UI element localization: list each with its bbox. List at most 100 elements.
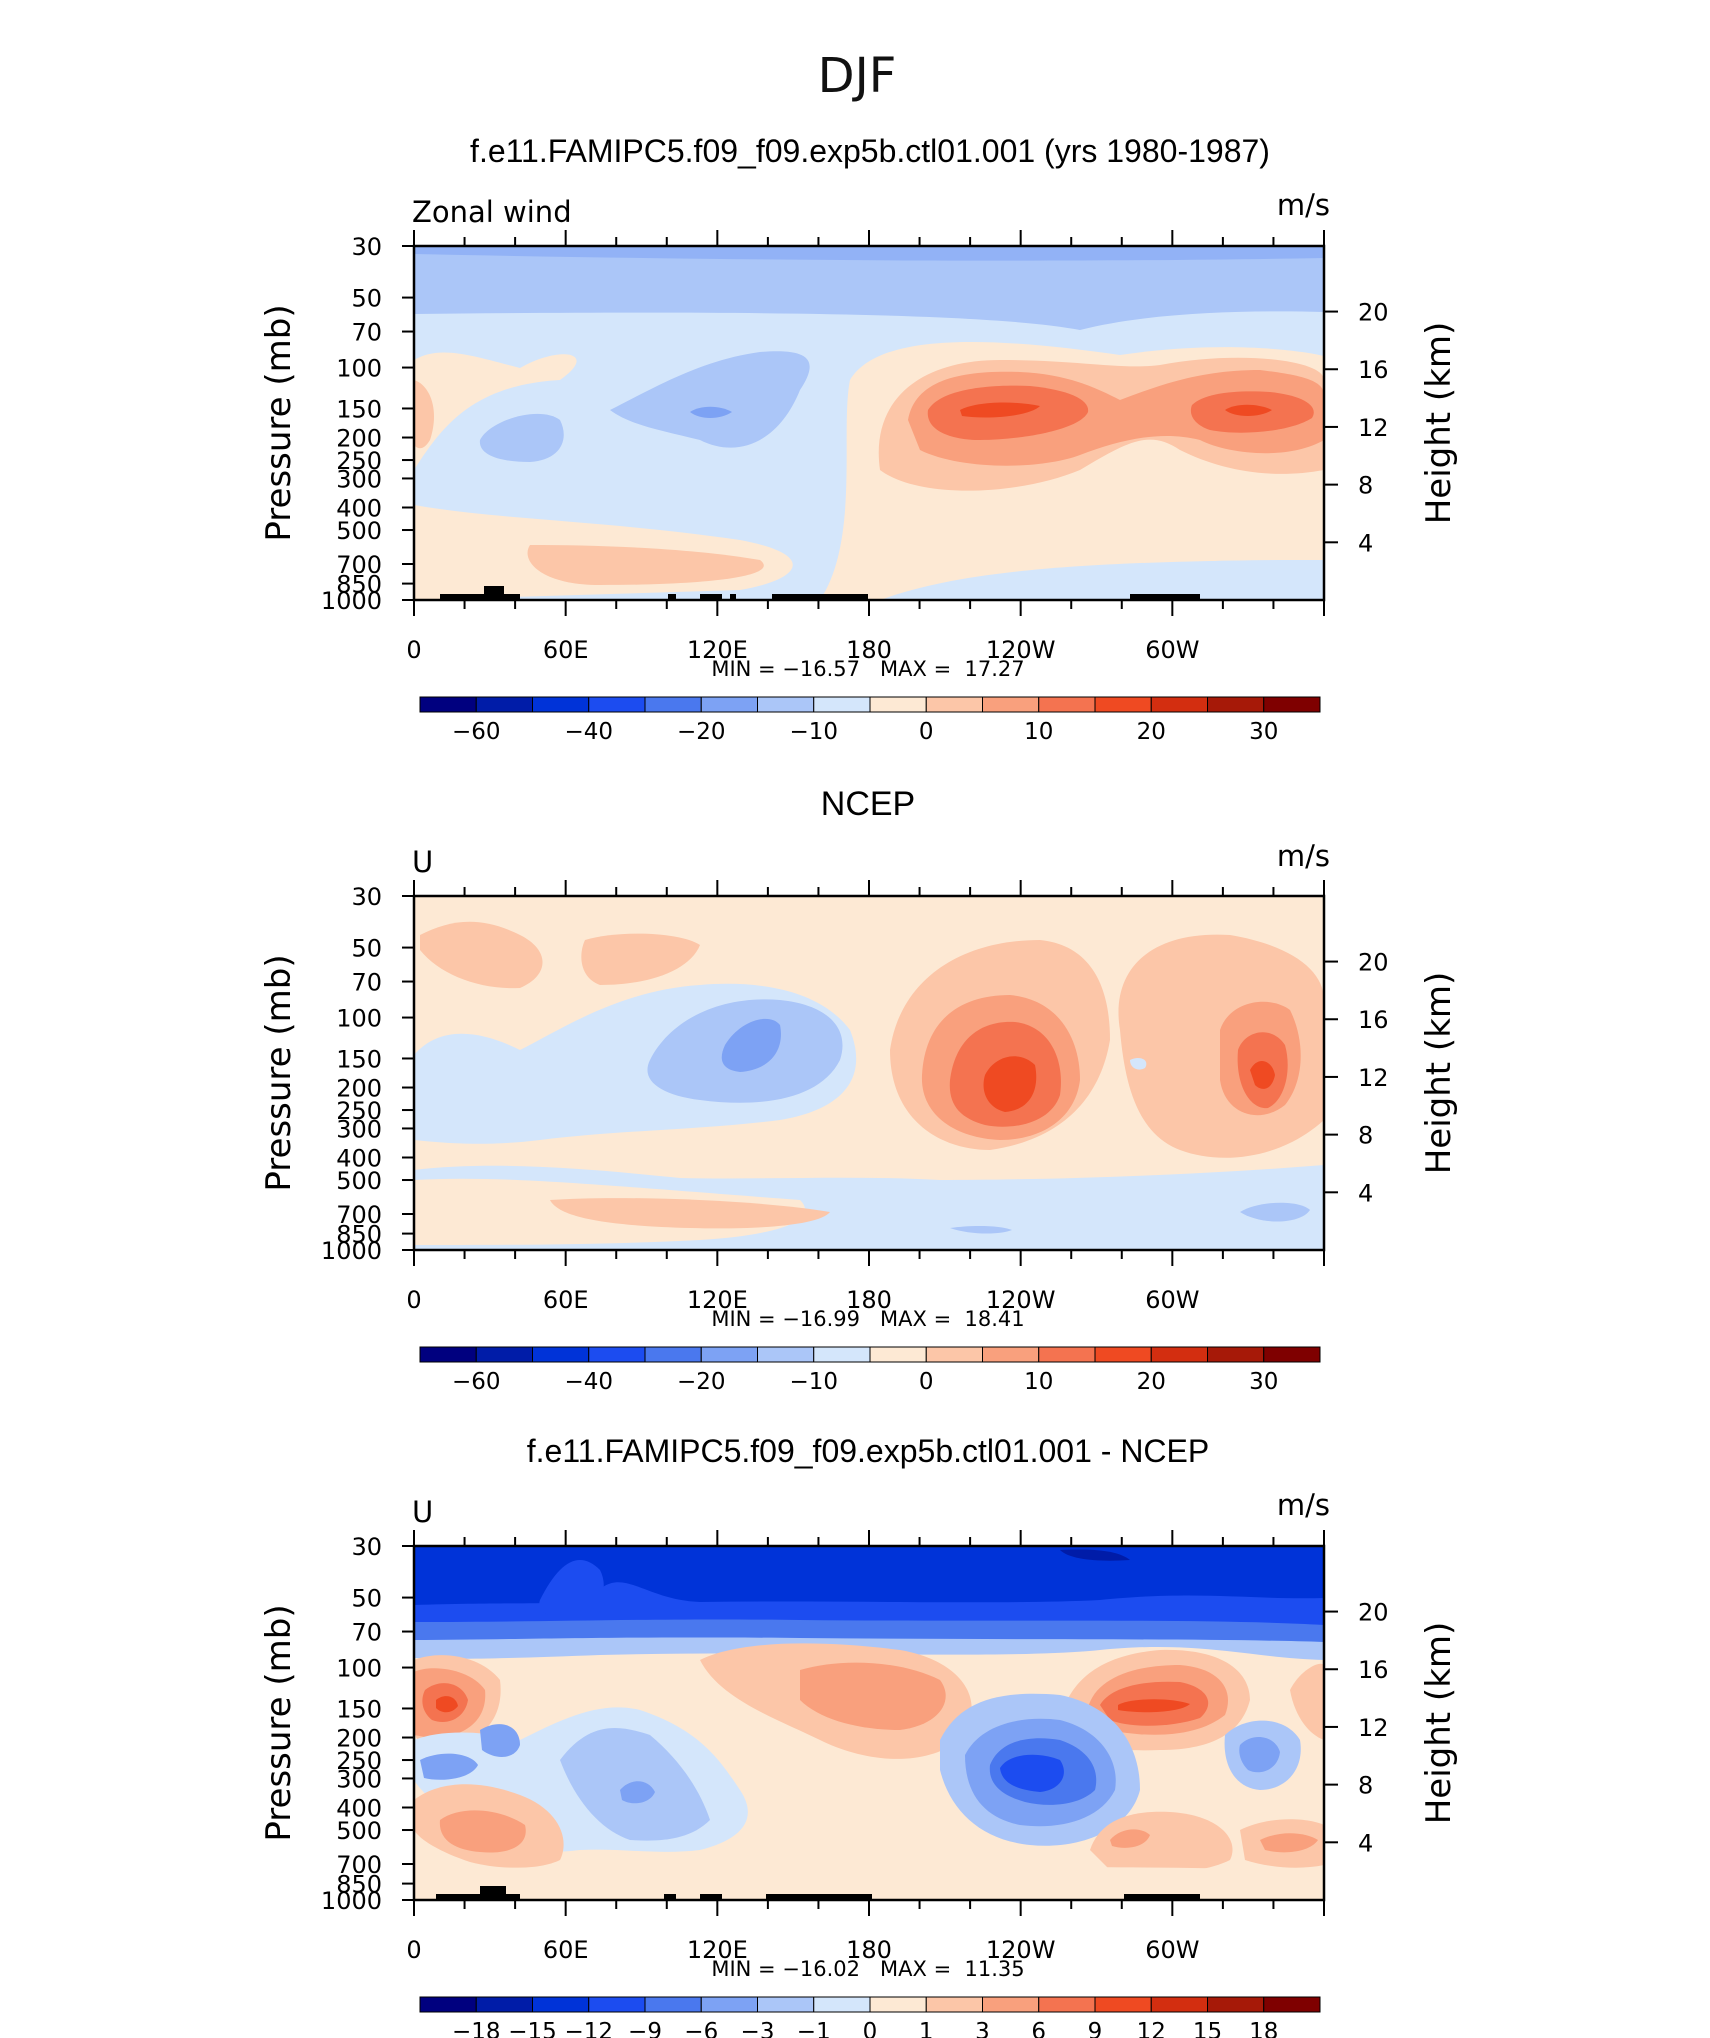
colorbar-swatch (644, 1996, 702, 2013)
colorbar-label: −60 (452, 1369, 501, 1395)
y-tick-label: 50 (351, 285, 382, 313)
colorbar-label: −10 (789, 719, 838, 745)
colorbar-swatch (588, 1346, 646, 1363)
colorbar-label: −60 (452, 719, 501, 745)
panel-left-label: Zonal wind (412, 195, 572, 229)
colorbar-label: −9 (628, 2019, 662, 2038)
colorbar-swatch (532, 696, 590, 713)
plot-area (412, 244, 1326, 602)
y-right-tick-label: 8 (1358, 1122, 1373, 1150)
colorbar-label: −40 (564, 1369, 613, 1395)
colorbar-swatch (1038, 696, 1096, 713)
colorbar-label: 9 (1088, 2019, 1103, 2038)
colorbar-label: 18 (1249, 2019, 1278, 2038)
colorbar-swatch (982, 1996, 1040, 2013)
colorbar-swatch (925, 1996, 983, 2013)
colorbar-label: −20 (677, 1369, 726, 1395)
colorbar-swatch (588, 696, 646, 713)
colorbar-swatch (925, 1346, 983, 1363)
y-tick-label: 300 (336, 1115, 382, 1143)
y-tick-label: 400 (336, 1144, 382, 1172)
y-tick-label: 30 (351, 883, 382, 911)
y-tick-label: 200 (336, 1075, 382, 1103)
figure-title: DJF (818, 48, 897, 104)
y-tick-label: 250 (336, 447, 382, 475)
y-tick-label: 500 (336, 1817, 382, 1845)
x-tick-label: 120E (687, 1936, 748, 1964)
x-tick-label: 60W (1145, 1286, 1199, 1314)
y-right-tick-label: 4 (1358, 529, 1373, 557)
panel-ncep: NCEP U m/s (259, 785, 1459, 1395)
colorbar-swatch (588, 1996, 646, 2013)
colorbar-swatch (700, 696, 758, 713)
colorbar-swatch (1263, 1996, 1321, 2013)
colorbar-swatch (1263, 1346, 1321, 1363)
colorbar-swatch (757, 696, 815, 713)
colorbar: −60 −40 −20 −10 0 10 20 30 (419, 696, 1321, 745)
y-right-tick-label: 16 (1358, 356, 1389, 384)
x-tick-label: 120W (986, 1936, 1056, 1964)
colorbar-label: 30 (1249, 1369, 1278, 1395)
colorbar-swatch (700, 1346, 758, 1363)
colorbar-swatch (869, 1346, 927, 1363)
y-tick-label: 1000 (321, 1887, 382, 1915)
y-right-tick-label: 20 (1358, 949, 1389, 977)
y-right-tick-label: 8 (1358, 472, 1373, 500)
y-tick-label: 70 (351, 319, 382, 347)
colorbar-swatch (475, 696, 533, 713)
y-tick-label: 70 (351, 969, 382, 997)
x-tick-label: 120E (687, 1286, 748, 1314)
colorbar-label: −20 (677, 719, 726, 745)
y-tick-label: 30 (351, 1533, 382, 1561)
y-tick-label: 1000 (321, 1237, 382, 1265)
y-axis-left: Pressure (mb) 30 50 70 100 15020025030040050… (259, 883, 414, 1265)
y-right-tick-label: 12 (1358, 1714, 1389, 1742)
y-tick-label: 400 (336, 1794, 382, 1822)
plot-area (412, 1544, 1326, 1902)
colorbar-label: 20 (1137, 1369, 1166, 1395)
colorbar-swatch (419, 696, 477, 713)
colorbar-swatch (1150, 696, 1208, 713)
colorbar-swatch (475, 1346, 533, 1363)
x-tick-label: 120W (986, 636, 1056, 664)
y-right-tick-label: 4 (1358, 1179, 1373, 1207)
panel-title: NCEP (821, 785, 915, 823)
colorbar-label: −1 (797, 2019, 831, 2038)
y-tick-label: 70 (351, 1619, 382, 1647)
y-axis-left: Pressure (mb) 30 50 70 100 15020025030040050… (259, 233, 414, 615)
colorbar-swatch (644, 696, 702, 713)
colorbar-label: 12 (1137, 2019, 1166, 2038)
stats-label: MIN = −16.02 MAX = 11.35 (711, 1957, 1024, 1981)
colorbar-swatch (1038, 1996, 1096, 2013)
colorbar-label: 0 (863, 2019, 878, 2038)
colorbar-label: 20 (1137, 719, 1166, 745)
y-tick-label: 250 (336, 1747, 382, 1775)
x-tick-label: 180 (846, 1936, 892, 1964)
colorbar-swatch (869, 696, 927, 713)
x-tick-label: 0 (406, 1936, 421, 1964)
y-tick-label: 300 (336, 465, 382, 493)
y-tick-label: 100 (336, 1005, 382, 1033)
y-tick-label: 150 (336, 395, 382, 423)
y-tick-label: 1000 (321, 587, 382, 615)
colorbar-label: 10 (1024, 1369, 1053, 1395)
x-tick-label: 60E (543, 1286, 589, 1314)
panel-model: f.e11.FAMIPC5.f09_f09.exp5b.ctl01.001 (y… (259, 133, 1459, 745)
colorbar-swatch (869, 1996, 927, 2013)
y-tick-label: 250 (336, 1097, 382, 1125)
panel-difference: f.e11.FAMIPC5.f09_f09.exp5b.ctl01.001 - … (259, 1433, 1459, 2038)
colorbar-swatch (644, 1346, 702, 1363)
y-tick-label: 100 (336, 1655, 382, 1683)
y-axis-title: Pressure (mb) (259, 1604, 299, 1841)
colorbar-swatch (982, 1346, 1040, 1363)
y-right-tick-label: 4 (1358, 1829, 1373, 1857)
colorbar-swatch (1094, 696, 1152, 713)
colorbar-label: −15 (508, 2019, 557, 2038)
colorbar-label: −18 (452, 2019, 501, 2038)
y-right-tick-label: 16 (1358, 1656, 1389, 1684)
plot-area (412, 894, 1326, 1252)
panel-title: f.e11.FAMIPC5.f09_f09.exp5b.ctl01.001 (y… (470, 133, 1270, 169)
x-tick-label: 180 (846, 1286, 892, 1314)
y-right-tick-label: 12 (1358, 414, 1389, 442)
colorbar-swatch (813, 696, 871, 713)
